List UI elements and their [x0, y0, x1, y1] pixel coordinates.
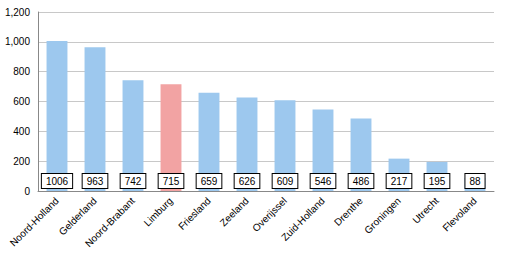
svg-text:1006: 1006 [46, 176, 69, 187]
svg-text:Zuid-Holland: Zuid-Holland [279, 195, 327, 243]
svg-text:Utrecht: Utrecht [410, 195, 441, 226]
svg-text:88: 88 [469, 176, 481, 187]
svg-text:Gelderland: Gelderland [56, 195, 99, 238]
svg-text:1,000: 1,000 [5, 36, 30, 47]
svg-text:600: 600 [13, 96, 30, 107]
svg-text:742: 742 [125, 176, 142, 187]
svg-text:963: 963 [87, 176, 104, 187]
svg-text:200: 200 [13, 156, 30, 167]
svg-text:626: 626 [239, 176, 256, 187]
svg-text:Overijssel: Overijssel [250, 195, 289, 234]
svg-text:1,200: 1,200 [5, 7, 30, 18]
svg-text:217: 217 [391, 176, 408, 187]
svg-text:800: 800 [13, 66, 30, 77]
svg-text:Limburg: Limburg [142, 195, 175, 228]
svg-text:609: 609 [277, 176, 294, 187]
svg-text:0: 0 [24, 186, 30, 197]
svg-text:195: 195 [429, 176, 446, 187]
svg-text:486: 486 [353, 176, 370, 187]
svg-text:Noord-Holland: Noord-Holland [8, 195, 61, 248]
svg-text:Groningen: Groningen [362, 195, 403, 236]
svg-text:Noord-Brabant: Noord-Brabant [83, 195, 137, 249]
svg-text:Zeeland: Zeeland [218, 195, 251, 228]
svg-text:659: 659 [201, 176, 218, 187]
svg-text:715: 715 [163, 176, 180, 187]
svg-text:Drenthe: Drenthe [332, 195, 365, 228]
svg-text:546: 546 [315, 176, 332, 187]
svg-text:Friesland: Friesland [176, 195, 213, 232]
svg-text:Flevoland: Flevoland [440, 195, 478, 233]
svg-text:400: 400 [13, 126, 30, 137]
